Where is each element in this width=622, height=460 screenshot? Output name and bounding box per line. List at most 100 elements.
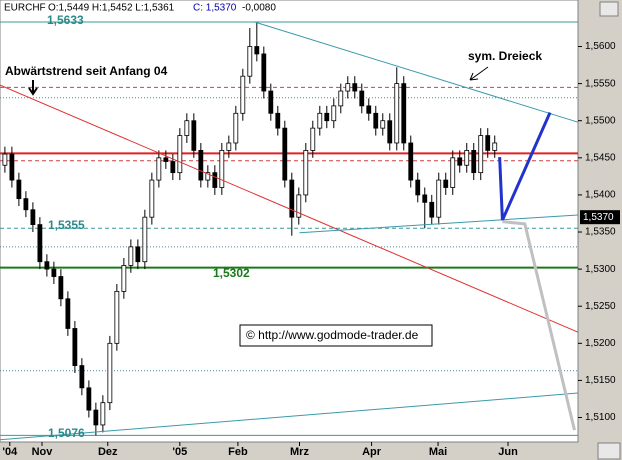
y-tick-label: 1,5550 [585, 78, 616, 89]
candle-body [219, 149, 225, 188]
annotation: Abwärtstrend seit Anfang 04 [5, 64, 168, 78]
candle-body [65, 298, 71, 329]
candle-body [16, 179, 22, 200]
y-tick-label: 1,5100 [585, 412, 616, 423]
candle-body [142, 216, 148, 263]
trend-line [0, 84, 579, 333]
candle-body [79, 365, 85, 389]
y-tick-label: 1,5200 [585, 338, 616, 349]
copyright-box [239, 324, 433, 347]
last-price-label: 1,5370 [583, 212, 614, 223]
candle-body [478, 135, 484, 174]
annotation: sym. Dreieck [468, 49, 542, 63]
trend-line [498, 111, 552, 221]
candle-body [415, 179, 421, 196]
plot [0, 21, 579, 441]
candle-body [170, 161, 176, 174]
candle-body [345, 83, 351, 92]
candle-body [338, 90, 344, 107]
candle-body [205, 172, 211, 181]
candle-body [37, 224, 43, 263]
candle-body [226, 142, 232, 151]
candle-body [471, 149, 477, 174]
candle-body [443, 179, 449, 188]
trend-line [299, 214, 579, 234]
trend-line [502, 220, 576, 431]
candle-body [289, 179, 295, 218]
arrow [469, 66, 489, 81]
x-tick-label: Mai [429, 446, 447, 458]
candle-body [331, 105, 337, 122]
annotation: 1,5076 [48, 426, 85, 440]
candle-body [9, 153, 15, 181]
copyright: © http://www.godmode-trader.de [246, 328, 419, 342]
candle-body [107, 342, 113, 404]
candle-body [352, 83, 358, 92]
corner-button[interactable] [599, 1, 619, 17]
candle-body [422, 194, 428, 203]
candle-body [247, 46, 253, 77]
candle-body [436, 179, 442, 218]
y-tick-label: 1,5450 [585, 152, 616, 163]
candle-body [30, 209, 36, 225]
candle-body [163, 157, 169, 162]
x-tick-label: Apr [362, 446, 382, 458]
candle-body [317, 112, 323, 129]
candle-body [177, 135, 183, 174]
candle-body [485, 135, 491, 151]
candle-body [254, 46, 260, 55]
annotation: 1,5633 [47, 13, 84, 27]
header-symbol: EURCHF [4, 3, 46, 14]
candle-body [408, 142, 414, 181]
candle-body [359, 90, 365, 107]
candle-body [58, 276, 64, 300]
corner-button[interactable] [597, 442, 621, 460]
y-tick-label: 1,5250 [585, 301, 616, 312]
candle-body [366, 105, 372, 114]
candle-body [464, 149, 470, 166]
candle-body [93, 409, 99, 426]
header-change: -0,0080 [242, 3, 276, 14]
candle-body [44, 261, 50, 270]
candle-body [156, 157, 162, 181]
y-tick-label: 1,5500 [585, 115, 616, 126]
x-tick-label: '05 [172, 446, 187, 458]
y-tick-label: 1,5400 [585, 190, 616, 201]
candle-body [212, 172, 218, 188]
candle-body [373, 112, 379, 129]
candle-body [275, 112, 281, 129]
candle-body [394, 83, 400, 144]
x-tick-label: '04 [2, 446, 18, 458]
arrow [28, 80, 38, 96]
header-ohlc: O:1,5449 H:1,5452 L:1,5361 [48, 3, 175, 14]
candle-body [457, 157, 463, 166]
header-close: C: 1,5370 [193, 3, 237, 14]
trend-line [254, 21, 579, 123]
candle-body [303, 149, 309, 196]
y-tick-label: 1,5300 [585, 264, 616, 275]
candle-body [401, 83, 407, 144]
candle-body [240, 75, 246, 114]
candle-body [23, 198, 29, 211]
annotation: 1,5355 [48, 218, 85, 232]
last-price-box [580, 210, 620, 225]
x-tick-label: Dez [98, 446, 118, 458]
candle-body [429, 201, 435, 218]
candle-body [450, 157, 456, 188]
candle-body [310, 127, 316, 151]
candle-body [191, 120, 197, 151]
candle-body [233, 112, 239, 144]
candle-body [380, 120, 386, 129]
candle-body [128, 246, 134, 266]
y-tick-label: 1,5350 [585, 227, 616, 238]
x-tick-label: Jun [498, 446, 518, 458]
candle-body [184, 120, 190, 136]
candle-body [51, 268, 57, 277]
candle-body [86, 387, 92, 411]
candle-body [268, 90, 274, 114]
y-tick-label: 1,5150 [585, 375, 616, 386]
annotation: 1,5302 [213, 266, 250, 280]
candle-body [2, 153, 8, 166]
trend-line [0, 392, 579, 441]
